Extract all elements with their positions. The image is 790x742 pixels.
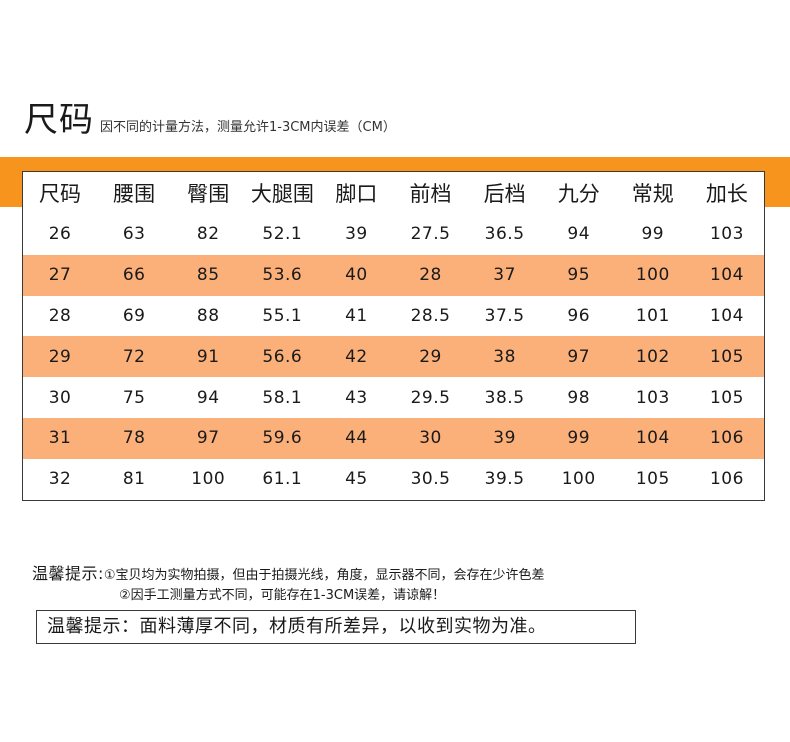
table-row: 29 72 91 56.6 42 29 38 97 102 105: [23, 336, 764, 378]
table-cell: 82: [196, 224, 220, 245]
table-cell: 29.5: [410, 387, 451, 408]
table-cell: 81: [122, 469, 146, 490]
column-header: 臀围: [171, 172, 246, 214]
table-cell: 38: [467, 336, 542, 378]
table-cell: 105: [709, 387, 744, 408]
table-cell: 43: [345, 387, 368, 408]
table-cell: 41: [345, 305, 368, 326]
table-cell: 63: [122, 224, 146, 245]
size-table-frame: 尺码 腰围 臀围 大腿围 脚口 前档 后档 九分 常规 加长 26 63 82 …: [22, 171, 765, 501]
table-cell: 100: [561, 469, 596, 490]
table-cell: 75: [122, 387, 146, 408]
table-cell: 69: [122, 305, 146, 326]
column-header: 后档: [467, 172, 542, 214]
table-cell: 104: [689, 254, 764, 296]
table-cell: 30: [393, 417, 468, 459]
table-cell: 31: [23, 417, 98, 459]
column-header: 大腿围: [245, 172, 320, 214]
table-cell: 98: [567, 387, 591, 408]
table-cell: 101: [635, 305, 670, 326]
table-cell: 56.6: [245, 336, 320, 378]
table-cell: 30: [48, 387, 72, 408]
table-cell: 28: [48, 305, 72, 326]
tips-text-2: ②因手工测量方式不同，可能存在1-3CM误差，请谅解！: [119, 588, 446, 603]
table-row: 28 69 88 55.1 41 28.5 37.5 96 101 104: [23, 296, 764, 337]
table-cell: 106: [709, 469, 744, 490]
table-cell: 95: [541, 254, 616, 296]
table-cell: 44: [319, 417, 394, 459]
table-cell: 28.5: [410, 305, 451, 326]
table-cell: 72: [97, 336, 172, 378]
table-cell: 59.6: [245, 417, 320, 459]
size-table: 尺码 腰围 臀围 大腿围 脚口 前档 后档 九分 常规 加长 26 63 82 …: [23, 172, 764, 500]
column-header: 脚口: [319, 172, 394, 214]
table-cell: 104: [709, 305, 744, 326]
table-cell: 105: [689, 336, 764, 378]
table-cell: 91: [171, 336, 246, 378]
table-cell: 58.1: [262, 387, 303, 408]
table-cell: 99: [541, 417, 616, 459]
table-cell: 53.6: [245, 254, 320, 296]
table-cell: 30.5: [410, 469, 451, 490]
tips-label: 温馨提示:: [32, 564, 104, 583]
title-row: 尺码 因不同的计量方法，测量允许1-3CM内误差（CM）: [24, 100, 396, 144]
table-cell: 61.1: [262, 469, 303, 490]
tips-text-1: ①宝贝均为实物拍摄，但由于拍摄光线，角度，显示器不同，会存在少许色差: [103, 568, 545, 583]
table-cell: 42: [319, 336, 394, 378]
page-title: 尺码: [24, 100, 94, 140]
column-header: 尺码: [23, 172, 98, 214]
table-cell: 100: [191, 469, 226, 490]
table-cell: 45: [345, 469, 368, 490]
table-cell: 103: [709, 224, 744, 245]
table-cell: 97: [541, 336, 616, 378]
table-header-row: 尺码 腰围 臀围 大腿围 脚口 前档 后档 九分 常规 加长: [23, 172, 764, 214]
column-header: 九分: [541, 172, 616, 214]
tips-block: 温馨提示:①宝贝均为实物拍摄，但由于拍摄光线，角度，显示器不同，会存在少许色差 …: [32, 564, 545, 606]
table-cell: 102: [615, 336, 690, 378]
notice-box: 温馨提示：面料薄厚不同，材质有所差异，以收到实物为准。: [36, 610, 636, 644]
table-cell: 55.1: [262, 305, 303, 326]
table-row: 26 63 82 52.1 39 27.5 36.5 94 99 103: [23, 214, 764, 255]
tips-line-1: 温馨提示:①宝贝均为实物拍摄，但由于拍摄光线，角度，显示器不同，会存在少许色差: [32, 564, 545, 586]
table-cell: 37: [467, 254, 542, 296]
table-cell: 94: [567, 224, 591, 245]
table-cell: 106: [689, 417, 764, 459]
table-cell: 103: [635, 387, 670, 408]
table-cell: 37.5: [484, 305, 525, 326]
table-cell: 32: [48, 469, 72, 490]
table-row: 30 75 94 58.1 43 29.5 38.5 98 103 105: [23, 377, 764, 418]
table-cell: 66: [97, 254, 172, 296]
page-subtitle: 因不同的计量方法，测量允许1-3CM内误差（CM）: [100, 120, 396, 135]
table-cell: 38.5: [484, 387, 525, 408]
table-cell: 52.1: [262, 224, 303, 245]
column-header: 前档: [393, 172, 468, 214]
table-cell: 104: [615, 417, 690, 459]
table-row: 32 81 100 61.1 45 30.5 39.5 100 105 106: [23, 459, 764, 500]
column-header: 腰围: [97, 172, 172, 214]
table-cell: 78: [97, 417, 172, 459]
table-cell: 85: [171, 254, 246, 296]
table-cell: 27: [23, 254, 98, 296]
table-cell: 99: [641, 224, 665, 245]
table-cell: 94: [196, 387, 220, 408]
table-cell: 39.5: [484, 469, 525, 490]
table-cell: 39: [345, 224, 368, 245]
table-cell: 29: [23, 336, 98, 378]
table-row: 27 66 85 53.6 40 28 37 95 100 104: [23, 254, 764, 296]
column-header: 加长: [689, 172, 764, 214]
table-cell: 40: [319, 254, 394, 296]
column-header: 常规: [615, 172, 690, 214]
table-cell: 28: [393, 254, 468, 296]
table-cell: 29: [393, 336, 468, 378]
table-cell: 96: [567, 305, 591, 326]
table-cell: 26: [48, 224, 72, 245]
table-row: 31 78 97 59.6 44 30 39 99 104 106: [23, 417, 764, 459]
table-cell: 36.5: [484, 224, 525, 245]
table-cell: 105: [635, 469, 670, 490]
table-cell: 100: [615, 254, 690, 296]
table-cell: 88: [196, 305, 220, 326]
table-cell: 97: [171, 417, 246, 459]
table-cell: 39: [467, 417, 542, 459]
table-cell: 27.5: [410, 224, 451, 245]
